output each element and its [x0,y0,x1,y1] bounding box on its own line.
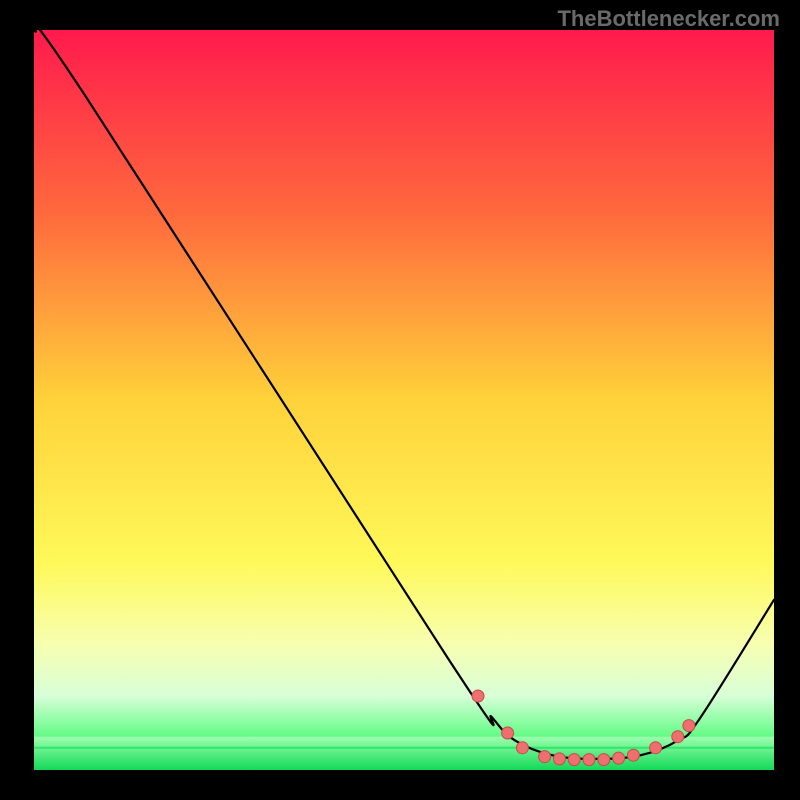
bottleneck-marker [516,742,528,754]
bottleneck-marker [627,749,639,761]
bottleneck-marker [583,754,595,766]
bottleneck-marker [568,754,580,766]
green-band [34,737,774,770]
bottleneck-marker [598,754,610,766]
bottleneck-marker [613,752,625,764]
bottleneck-marker [539,751,551,763]
gradient-background [34,30,774,770]
bottleneck-marker [553,753,565,765]
bottleneck-marker [650,742,662,754]
watermark-text: TheBottlenecker.com [557,6,780,32]
chart-container: TheBottlenecker.com [0,0,800,800]
bottleneck-marker [502,727,514,739]
bottleneck-marker [683,720,695,732]
bottleneck-marker [672,731,684,743]
bottleneck-marker [472,690,484,702]
plot-area [34,30,774,770]
chart-svg [34,30,774,770]
